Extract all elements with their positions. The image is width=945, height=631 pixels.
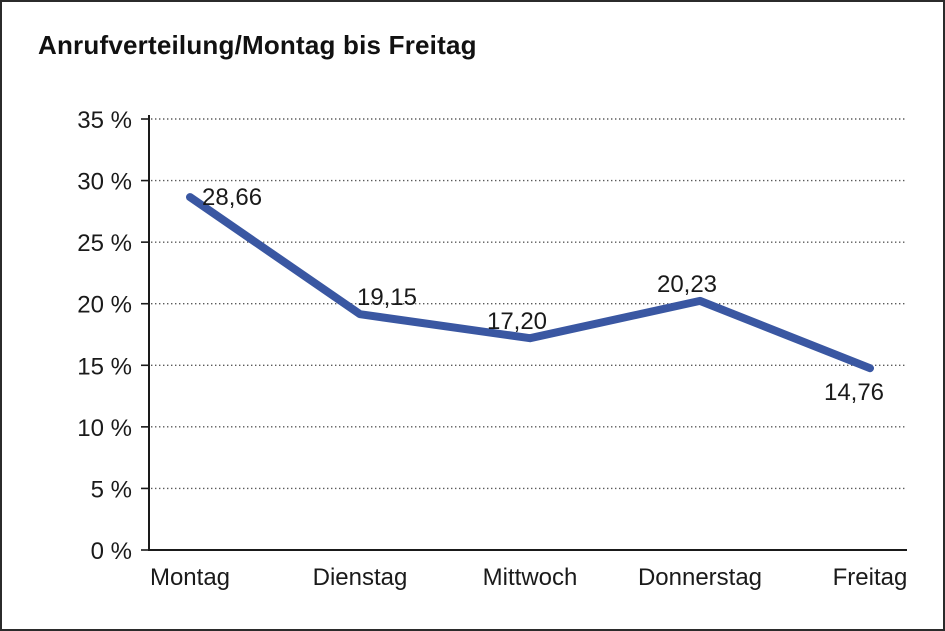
x-category-label: Dienstag xyxy=(313,564,408,591)
x-category-label: Mittwoch xyxy=(483,564,578,591)
y-tick-label: 35 % xyxy=(77,107,132,134)
data-point-label: 14,76 xyxy=(824,379,884,406)
y-tick-label: 25 % xyxy=(77,230,132,257)
y-tick-label: 15 % xyxy=(77,353,132,380)
y-tick-label: 5 % xyxy=(91,476,132,503)
x-category-label: Freitag xyxy=(833,564,908,591)
chart-title: Anrufverteilung/Montag bis Freitag xyxy=(38,30,477,60)
data-point-label: 20,23 xyxy=(657,271,717,298)
data-point-label: 17,20 xyxy=(487,308,547,335)
y-tick-label: 30 % xyxy=(77,169,132,196)
data-point-label: 19,15 xyxy=(357,284,417,311)
y-tick-label: 0 % xyxy=(91,538,132,565)
data-point-label: 28,66 xyxy=(202,184,262,211)
y-tick-label: 20 % xyxy=(77,292,132,319)
x-category-label: Montag xyxy=(150,564,230,591)
y-tick-label: 10 % xyxy=(77,415,132,442)
series-line xyxy=(186,193,874,373)
x-category-label: Donnerstag xyxy=(638,564,762,591)
